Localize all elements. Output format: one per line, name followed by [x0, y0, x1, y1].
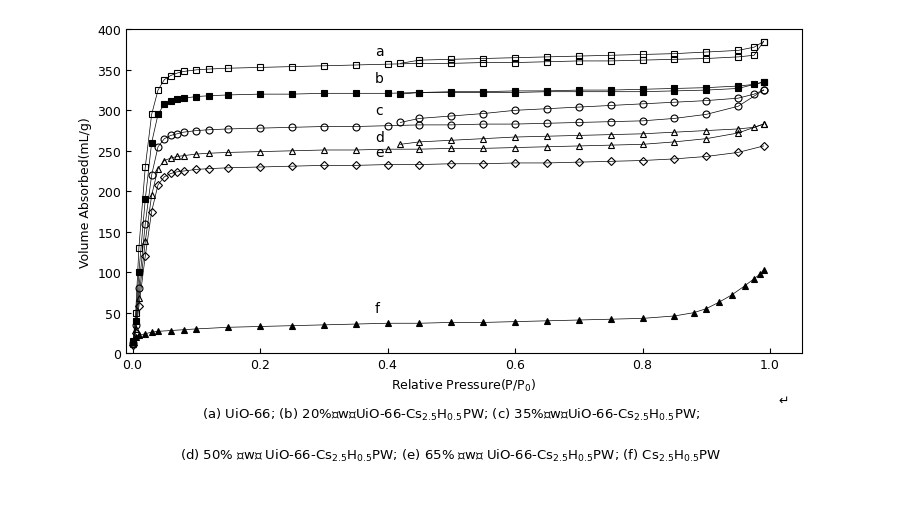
Y-axis label: Volume Absorbed(mL/g): Volume Absorbed(mL/g): [79, 117, 92, 267]
Text: a: a: [375, 45, 384, 59]
Text: (d) 50% （w） UiO-66-Cs$_{2.5}$H$_{0.5}$PW; (e) 65% （w） UiO-66-Cs$_{2.5}$H$_{0.5}$: (d) 50% （w） UiO-66-Cs$_{2.5}$H$_{0.5}$PW…: [180, 447, 721, 463]
Text: (a) UiO-66; (b) 20%（w）UiO-66-Cs$_{2.5}$H$_{0.5}$PW; (c) 35%（w）UiO-66-Cs$_{2.5}$H: (a) UiO-66; (b) 20%（w）UiO-66-Cs$_{2.5}$H…: [202, 407, 699, 423]
Text: e: e: [375, 146, 383, 160]
Text: c: c: [375, 104, 382, 118]
Text: d: d: [375, 131, 384, 145]
Text: b: b: [375, 72, 384, 86]
Text: ↵: ↵: [778, 394, 789, 407]
X-axis label: Relative Pressure(P/P$_0$): Relative Pressure(P/P$_0$): [391, 377, 537, 393]
Text: f: f: [375, 301, 379, 315]
